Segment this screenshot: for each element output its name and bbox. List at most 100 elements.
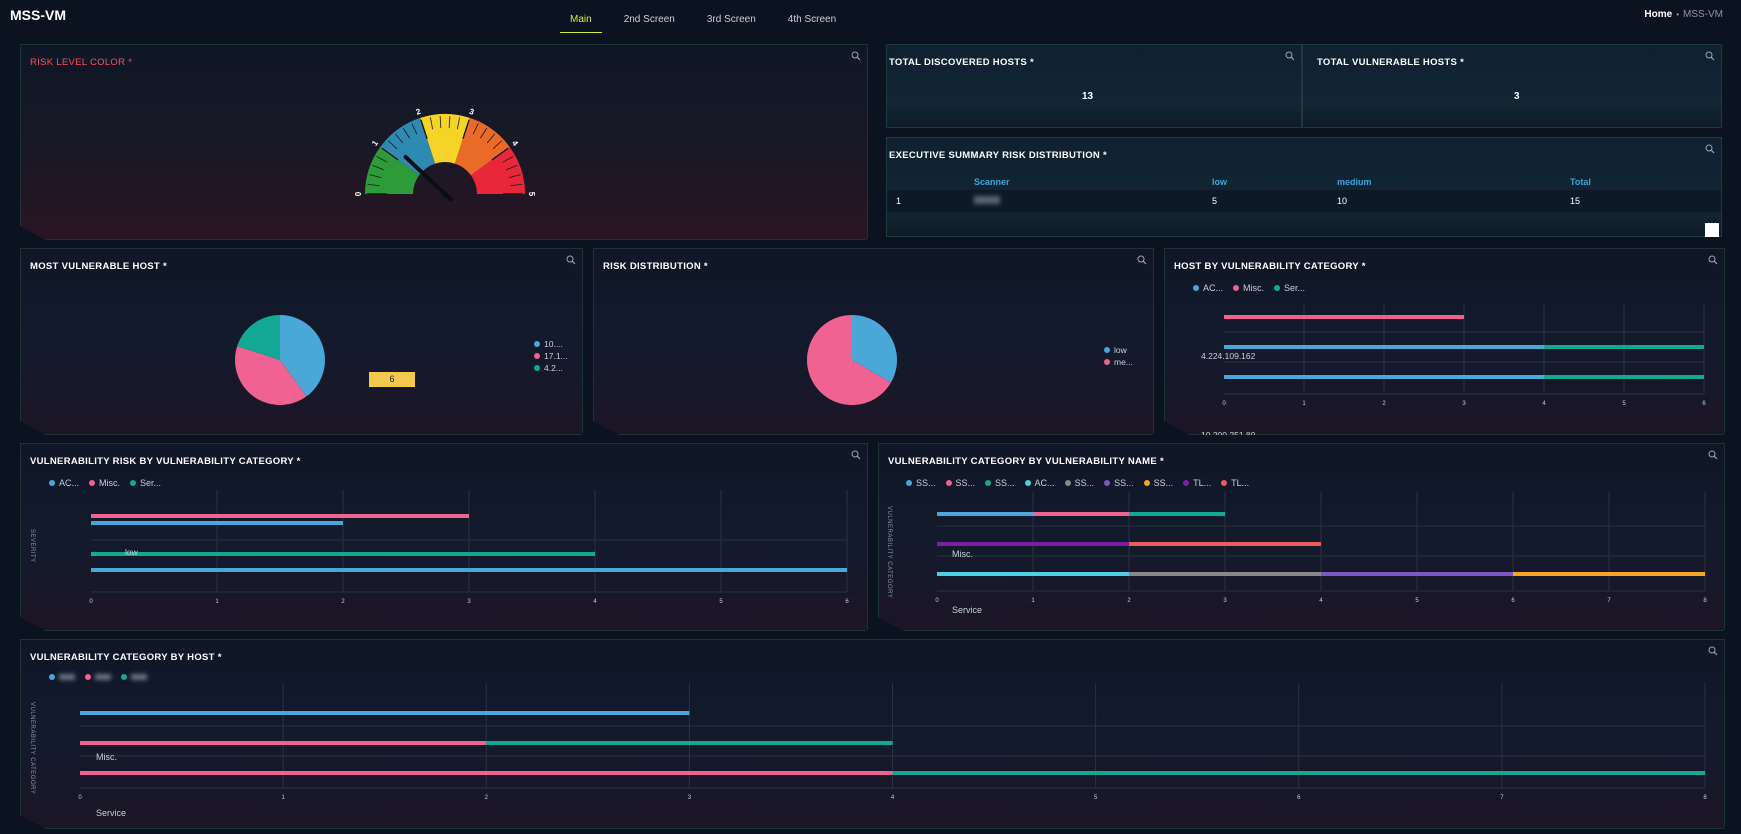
pie-slice [852,315,897,383]
x-tick-label: 7 [1607,598,1611,604]
x-tick-label: 0 [1222,401,1226,407]
legend-label: 4.2... [544,363,563,373]
x-tick-label: 5 [719,599,723,605]
legend-item[interactable] [49,674,75,680]
search-icon[interactable] [851,447,861,457]
search-icon[interactable] [851,48,861,58]
gauge-tick [372,165,383,169]
table-header-total[interactable]: Total [1570,177,1591,187]
legend-item[interactable]: TL... [1183,478,1211,488]
legend-dot [534,365,540,371]
legend-dot [1233,285,1239,291]
gauge-tick [369,175,381,178]
search-icon[interactable] [1705,48,1715,61]
gauge-tick [463,120,469,139]
legend-item[interactable]: SS... [985,478,1015,488]
legend-dot [89,480,95,486]
tab-3rd-screen[interactable]: 3rd Screen [706,14,756,25]
bar-segment [91,521,343,525]
bar-segment [1513,572,1705,576]
bar-segment [893,771,1706,775]
pie-slice [237,315,280,360]
tab-main[interactable]: Main [560,12,602,33]
gauge-tick [487,134,495,143]
search-icon[interactable] [1708,643,1718,653]
legend-item[interactable]: AC... [49,478,79,488]
legend-item[interactable]: SS... [946,478,976,488]
pie-slice [235,346,306,405]
legend-label: SS... [1153,478,1174,488]
search-icon[interactable] [1285,48,1295,61]
legend-item[interactable]: 17.1... [534,350,568,362]
legend-item[interactable]: 4.2... [534,362,568,374]
panel-title: VULNERABILITY RISK BY VULNERABILITY CATE… [30,456,301,467]
legend-item[interactable]: Misc. [89,478,120,488]
legend-item[interactable]: Ser... [130,478,161,488]
search-icon[interactable] [1708,252,1718,262]
legend-label: Ser... [140,478,162,488]
legend-dot [1104,359,1110,365]
legend-label: TL... [1193,478,1212,488]
x-tick-label: 3 [688,795,692,801]
legend-item[interactable]: AC... [1193,283,1223,293]
panel-title: MOST VULNERABLE HOST * [30,261,167,272]
gauge-band [380,118,435,175]
legend-item[interactable]: low [1104,344,1133,356]
legend-item[interactable]: Misc. [1233,283,1264,293]
legend-dot [1104,480,1110,486]
legend-item[interactable]: AC... [1025,478,1055,488]
search-icon[interactable] [1708,447,1718,457]
breadcrumb-home[interactable]: Home [1644,9,1673,20]
legend-item[interactable] [121,674,147,680]
legend-item[interactable]: Ser... [1274,283,1305,293]
legend-item[interactable]: SS... [906,478,936,488]
panel-title: VULNERABILITY CATEGORY BY HOST * [30,652,222,663]
legend-item[interactable] [85,674,111,680]
legend-dot [534,353,540,359]
x-tick-label: 3 [467,599,471,605]
table-cell-low: 5 [1212,196,1218,206]
table-header-medium[interactable]: medium [1337,177,1372,187]
legend-item[interactable]: me... [1104,356,1133,368]
search-icon[interactable] [1137,252,1147,262]
gauge-tick [440,116,441,128]
category-label: 4.224.109.162 [1201,351,1256,361]
category-label: Service [952,605,982,615]
gauge-tick-label: 1 [370,138,380,147]
vuln-risk-by-category-panel: VULNERABILITY RISK BY VULNERABILITY CATE… [20,443,868,631]
search-icon[interactable] [566,252,576,262]
bar-segment [1321,572,1513,576]
tab-2nd-screen[interactable]: 2nd Screen [623,14,675,25]
table-header-scanner[interactable]: Scanner [974,177,1010,187]
bar-segment [1129,572,1321,576]
x-tick-label: 1 [1302,401,1306,407]
gauge-tick-label: 2 [415,107,423,117]
bar-segment [1224,375,1544,379]
legend-item[interactable]: SS... [1144,478,1174,488]
executive-summary-table: Scanner low medium Total 1 5 10 15 [887,174,1721,212]
legend-label: SS... [995,478,1015,488]
category-label: Service [96,808,126,818]
gauge-tick [368,184,380,186]
legend-item[interactable]: 10.... [534,338,568,350]
table-header-low[interactable]: low [1212,177,1227,187]
search-icon[interactable] [1705,141,1715,154]
legend-dot [1104,347,1110,353]
panel-title: HOST BY VULNERABILITY CATEGORY * [1174,261,1366,272]
legend-item[interactable]: TL... [1221,478,1249,488]
total-vulnerable-panel: TOTAL VULNERABLE HOSTS * 3 [1302,44,1722,128]
pie-slice [280,315,325,396]
risk-distribution-panel: RISK DISTRIBUTION * low me... [593,248,1154,435]
scroll-handle[interactable] [1705,223,1719,237]
legend-item[interactable]: SS... [1065,478,1095,488]
legend-dot [1183,480,1189,486]
gauge-tick [493,141,502,149]
gauge-tick [492,148,508,160]
legend-dot [1025,480,1031,486]
x-tick-label: 1 [215,599,219,605]
tab-4th-screen[interactable]: 4th Screen [787,14,837,25]
chart-legend [49,674,157,680]
legend-item[interactable]: SS... [1104,478,1134,488]
legend-label: AC... [59,478,80,488]
bar-segment [80,771,893,775]
